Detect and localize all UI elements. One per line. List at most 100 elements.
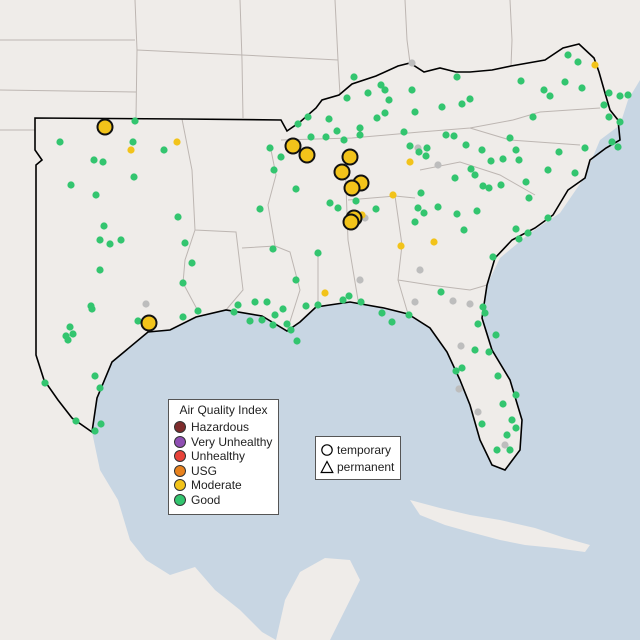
monitor-good <box>434 203 442 211</box>
monitor-good <box>460 226 468 234</box>
monitor-good <box>614 143 622 151</box>
monitor-moderate-large <box>333 163 351 181</box>
triangle-icon <box>320 459 334 473</box>
monitor-nodata <box>356 276 364 284</box>
monitor-good <box>415 148 423 156</box>
monitor-type-legend: temporary permanent <box>315 436 401 480</box>
monitor-good <box>512 391 520 399</box>
monitor-good <box>473 207 481 215</box>
monitor-good <box>600 101 608 109</box>
monitor-good <box>467 165 475 173</box>
monitor-good <box>56 138 64 146</box>
monitor-good <box>293 337 301 345</box>
monitor-nodata <box>411 298 419 306</box>
monitor-good <box>411 218 419 226</box>
monitor-good <box>616 118 624 126</box>
monitor-nodata <box>408 59 416 67</box>
monitor-good <box>497 181 505 189</box>
monitor-nodata <box>416 266 424 274</box>
legend-label: Very Unhealthy <box>191 434 273 449</box>
legend-swatch <box>174 493 186 506</box>
monitor-good <box>256 205 264 213</box>
monitor-good <box>471 346 479 354</box>
monitor-good <box>314 301 322 309</box>
monitor-nodata <box>455 385 463 393</box>
monitor-good <box>345 292 353 300</box>
monitor-good <box>458 100 466 108</box>
monitor-good <box>506 134 514 142</box>
monitor-good <box>283 320 291 328</box>
monitor-good <box>423 144 431 152</box>
legend-row-moderate: Moderate <box>169 478 278 493</box>
monitor-good <box>411 108 419 116</box>
monitor-good <box>540 86 548 94</box>
monitor-good <box>571 169 579 177</box>
monitor-good <box>608 138 616 146</box>
monitor-good <box>581 144 589 152</box>
region-outline <box>34 43 621 471</box>
monitor-good <box>307 133 315 141</box>
monitor-good <box>546 92 554 100</box>
monitor-good <box>453 73 461 81</box>
monitor-good <box>41 379 49 387</box>
monitor-good <box>485 348 493 356</box>
state-border-line <box>509 0 513 67</box>
state-border-line <box>404 0 411 64</box>
monitor-good <box>97 420 105 428</box>
monitor-good <box>287 326 295 334</box>
monitor-good <box>179 279 187 287</box>
monitor-good <box>377 81 385 89</box>
monitor-moderate <box>127 146 135 154</box>
monitor-good <box>400 128 408 136</box>
legend-label-temporary: temporary <box>337 442 392 457</box>
monitor-good <box>605 89 613 97</box>
legend-swatch <box>174 450 186 463</box>
monitor-good <box>270 166 278 174</box>
legend-row-temporary: temporary <box>316 441 400 458</box>
monitor-good <box>417 189 425 197</box>
monitor-good <box>304 113 312 121</box>
monitor-good <box>129 138 137 146</box>
monitor-moderate-large <box>298 146 316 164</box>
monitor-good <box>326 199 334 207</box>
monitor-good <box>181 239 189 247</box>
monitor-good <box>134 317 142 325</box>
monitor-good <box>174 213 182 221</box>
monitor-good <box>512 225 520 233</box>
monitor-good <box>277 153 285 161</box>
monitor-nodata <box>449 297 457 305</box>
monitor-good <box>422 152 430 160</box>
monitor-good <box>294 120 302 128</box>
monitor-good <box>99 158 107 166</box>
state-border-line <box>181 118 244 311</box>
monitor-good <box>442 131 450 139</box>
monitor-good <box>624 91 632 99</box>
monitor-moderate-large <box>342 213 360 231</box>
monitor-good <box>544 166 552 174</box>
monitor-good <box>373 114 381 122</box>
monitor-good <box>96 236 104 244</box>
monitor-good <box>91 427 99 435</box>
monitor-good <box>66 323 74 331</box>
monitor-good <box>474 320 482 328</box>
monitor-good <box>487 157 495 165</box>
state-border-line <box>394 195 409 315</box>
monitor-good <box>292 276 300 284</box>
monitor-good <box>479 182 487 190</box>
monitor-moderate <box>389 191 397 199</box>
monitor-moderate <box>406 158 414 166</box>
monitor-good <box>251 298 259 306</box>
monitor-nodata <box>142 300 150 308</box>
monitor-good <box>506 446 514 454</box>
monitor-nodata <box>457 342 465 350</box>
monitor-good <box>517 77 525 85</box>
monitor-good <box>381 109 389 117</box>
monitor-good <box>72 417 80 425</box>
monitor-good <box>453 210 461 218</box>
monitor-good <box>605 113 613 121</box>
monitor-good <box>325 115 333 123</box>
monitor-moderate-large <box>284 137 302 155</box>
aqi-legend-title: Air Quality Index <box>179 403 268 417</box>
legend-row-very-unhealthy: Very Unhealthy <box>169 435 278 450</box>
